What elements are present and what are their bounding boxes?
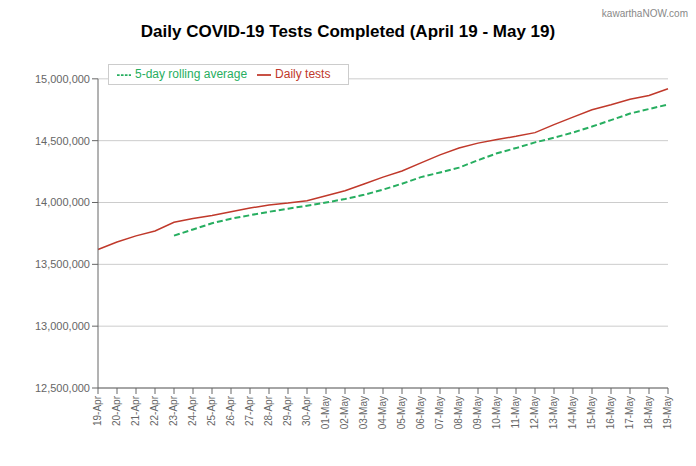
svg-text:22-Apr: 22-Apr bbox=[149, 395, 160, 426]
svg-text:12-May: 12-May bbox=[529, 396, 540, 429]
svg-text:07-May: 07-May bbox=[434, 396, 445, 429]
svg-text:01-May: 01-May bbox=[320, 396, 331, 429]
svg-text:08-May: 08-May bbox=[453, 396, 464, 429]
svg-text:14,500,000: 14,500,000 bbox=[35, 135, 90, 147]
svg-text:28-Apr: 28-Apr bbox=[263, 395, 274, 426]
svg-text:27-Apr: 27-Apr bbox=[244, 395, 255, 426]
svg-text:13,500,000: 13,500,000 bbox=[35, 258, 90, 270]
svg-text:15-May: 15-May bbox=[586, 396, 597, 429]
svg-text:03-May: 03-May bbox=[358, 396, 369, 429]
svg-text:18-May: 18-May bbox=[643, 396, 654, 429]
svg-text:02-May: 02-May bbox=[339, 396, 350, 429]
svg-text:13,000,000: 13,000,000 bbox=[35, 320, 90, 332]
html-text:5-day rolling average: 5-day rolling average bbox=[135, 67, 248, 81]
svg-text:19-Apr: 19-Apr bbox=[92, 395, 103, 426]
html-text:Daily tests: Daily tests bbox=[275, 67, 331, 81]
svg-text:14,000,000: 14,000,000 bbox=[35, 196, 90, 208]
svg-text:09-May: 09-May bbox=[472, 396, 483, 429]
svg-text:20-Apr: 20-Apr bbox=[111, 395, 122, 426]
svg-text:14-May: 14-May bbox=[567, 396, 578, 429]
svg-text:29-Apr: 29-Apr bbox=[282, 395, 293, 426]
svg-text:26-Apr: 26-Apr bbox=[225, 395, 236, 426]
svg-text:23-Apr: 23-Apr bbox=[168, 395, 179, 426]
svg-text:16-May: 16-May bbox=[605, 396, 616, 429]
svg-text:30-Apr: 30-Apr bbox=[301, 395, 312, 426]
svg-text:15,000,000: 15,000,000 bbox=[35, 73, 90, 85]
svg-text:13-May: 13-May bbox=[548, 396, 559, 429]
svg-text:05-May: 05-May bbox=[396, 396, 407, 429]
svg-text:06-May: 06-May bbox=[415, 396, 426, 429]
svg-text:10-May: 10-May bbox=[491, 396, 502, 429]
html-text:kawarthaNOW.com: kawarthaNOW.com bbox=[601, 8, 688, 19]
svg-text:24-Apr: 24-Apr bbox=[187, 395, 198, 426]
svg-text:17-May: 17-May bbox=[624, 396, 635, 429]
svg-text:12,500,000: 12,500,000 bbox=[35, 382, 90, 394]
svg-text:19-May: 19-May bbox=[662, 396, 673, 429]
svg-text:25-Apr: 25-Apr bbox=[206, 395, 217, 426]
svg-text:04-May: 04-May bbox=[377, 396, 388, 429]
svg-text:21-Apr: 21-Apr bbox=[130, 395, 141, 426]
html-text:Daily COVID-19 Tests Completed: Daily COVID-19 Tests Completed (April 19… bbox=[140, 22, 556, 41]
svg-text:11-May: 11-May bbox=[510, 396, 521, 429]
